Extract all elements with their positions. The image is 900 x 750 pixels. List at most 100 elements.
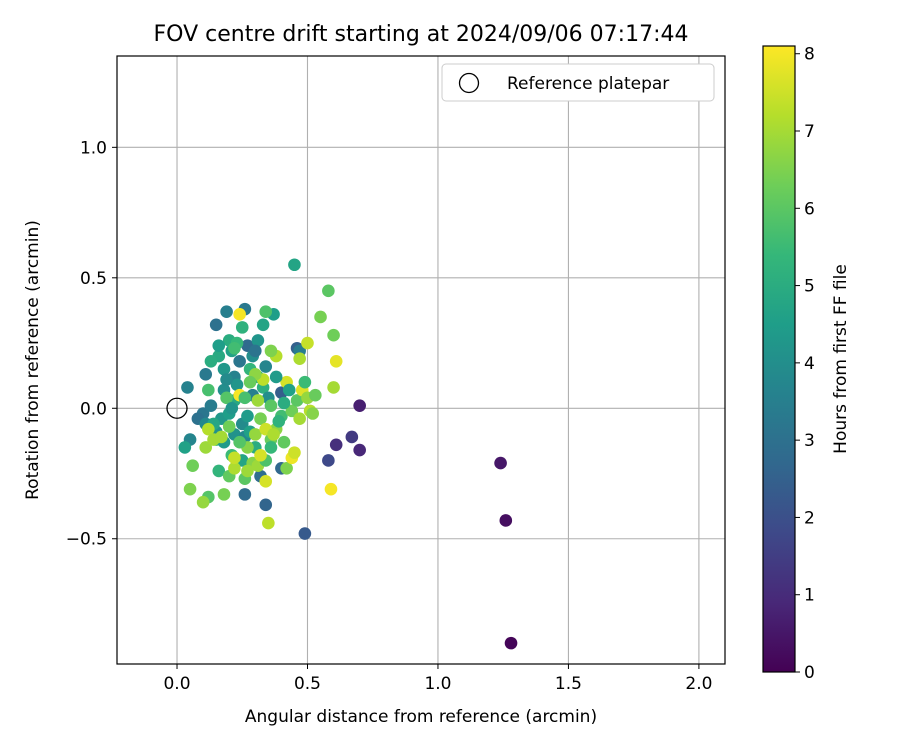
data-point (259, 475, 273, 488)
data-points (178, 258, 518, 650)
data-point (327, 328, 340, 342)
y-tick-label: 0.0 (80, 399, 107, 419)
x-tick-label: 2.0 (685, 674, 712, 694)
data-point (199, 441, 213, 454)
y-axis-label: Rotation from reference (arcmin) (23, 220, 43, 500)
colorbar-ticks: 0 1 2 3 4 5 6 7 8 (795, 45, 815, 683)
data-point (288, 258, 301, 272)
data-point (288, 446, 301, 459)
data-point (494, 456, 507, 470)
y-axis-ticks: −0.5 0.0 0.5 1.0 (66, 138, 117, 550)
plot-frame (116, 55, 726, 665)
colorbar-label: Hours from first FF file (831, 264, 851, 454)
data-point (215, 430, 228, 444)
data-point (233, 308, 246, 321)
x-axis-ticks: 0.0 0.5 1.0 1.5 2.0 (163, 664, 712, 694)
data-point (228, 461, 241, 475)
data-point (327, 381, 340, 394)
data-point (178, 441, 192, 454)
data-point (329, 355, 343, 368)
data-point (186, 459, 199, 472)
data-point (298, 527, 312, 540)
x-tick-label: 0.5 (294, 674, 321, 694)
data-point (225, 401, 239, 415)
y-tick-label: 0.5 (80, 269, 107, 289)
data-point (254, 448, 267, 462)
colorbar-tick-label: 4 (804, 354, 815, 374)
legend-marker-open-circle (458, 72, 480, 94)
data-point (228, 451, 241, 465)
data-point (293, 412, 306, 426)
grid-lines (117, 56, 725, 664)
data-point (254, 412, 267, 426)
data-point (272, 415, 286, 428)
reference-platepar-marker (166, 397, 188, 419)
data-point (202, 422, 215, 436)
colorbar-tick-label: 3 (804, 431, 815, 451)
y-tick-label: −0.5 (66, 530, 107, 550)
x-tick-label: 1.5 (555, 674, 582, 694)
data-point (249, 344, 262, 358)
data-point (220, 305, 233, 319)
data-point (322, 284, 335, 298)
data-point (220, 373, 233, 386)
data-point (259, 305, 273, 319)
data-point (238, 391, 252, 405)
data-point (243, 375, 257, 389)
data-point (256, 318, 270, 332)
reference-marker (166, 397, 188, 419)
data-point (204, 355, 218, 368)
colorbar-tick-label: 8 (804, 45, 815, 65)
data-point (324, 482, 338, 496)
data-point (322, 454, 335, 467)
data-point (251, 334, 265, 347)
legend-label: Reference platepar (507, 74, 669, 94)
data-point (262, 516, 275, 530)
data-point (235, 321, 249, 334)
data-point (249, 428, 262, 441)
data-point (217, 362, 231, 376)
data-point (499, 514, 513, 527)
data-point (212, 464, 226, 478)
data-point (202, 383, 215, 397)
data-point (267, 428, 280, 441)
data-point (181, 381, 194, 394)
data-point (301, 336, 314, 350)
data-point (230, 378, 244, 392)
data-point (353, 443, 366, 457)
data-point (329, 438, 343, 452)
data-point (220, 391, 233, 405)
data-point (280, 461, 293, 475)
data-point (259, 360, 273, 373)
data-point (233, 355, 246, 368)
data-point (293, 352, 306, 365)
data-point (228, 341, 241, 355)
data-point (199, 368, 213, 381)
data-point (290, 394, 304, 407)
data-point (241, 409, 254, 423)
data-point (233, 435, 246, 449)
colorbar (762, 45, 796, 673)
data-point (241, 464, 254, 478)
data-point (183, 482, 197, 496)
x-tick-label: 1.0 (424, 674, 451, 694)
data-point (259, 498, 273, 512)
data-point (277, 435, 291, 449)
colorbar-tick-label: 1 (804, 586, 815, 606)
data-point (277, 396, 291, 410)
data-point (298, 375, 312, 389)
colorbar-tick-label: 5 (804, 277, 815, 297)
x-tick-label: 0.0 (163, 674, 190, 694)
data-point (264, 441, 278, 454)
colorbar-tick-label: 6 (804, 199, 815, 219)
data-point (306, 407, 320, 420)
data-point (285, 404, 299, 418)
x-axis-label: Angular distance from reference (arcmin) (245, 707, 597, 727)
data-point (353, 399, 366, 412)
colorbar-tick-label: 0 (804, 663, 815, 683)
legend: Reference platepar (441, 63, 715, 102)
data-point (196, 495, 210, 509)
data-point (264, 344, 278, 358)
colorbar-tick-label: 2 (804, 508, 815, 528)
